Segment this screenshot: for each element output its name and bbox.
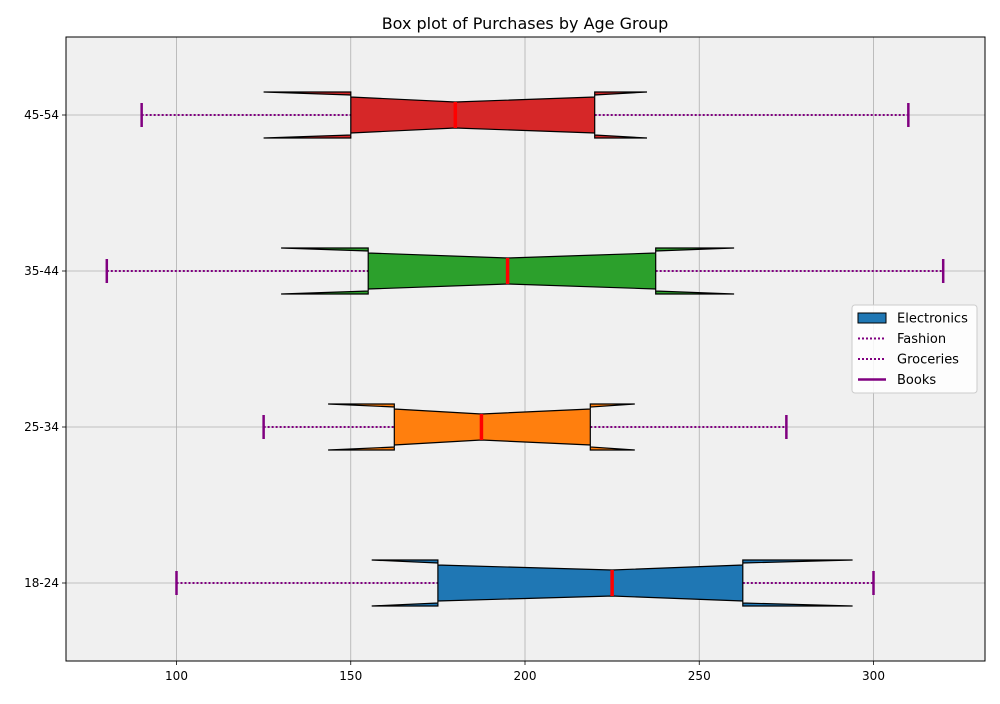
box-45-54 [140,91,910,139]
axes: 100 150 200 250 300 18-24 25-34 35-44 45-54 [24,108,885,683]
box-18-24 [175,559,875,607]
box-series [105,91,945,607]
x-tick-label: 200 [514,669,537,683]
box-25-34 [262,403,788,451]
y-tick-label: 18-24 [24,576,59,590]
y-tick-label: 35-44 [24,264,59,278]
x-tick-label: 150 [339,669,362,683]
legend-label: Fashion [897,332,946,347]
legend-entry: Fashion [858,332,946,347]
legend-entry: Electronics [857,312,968,327]
plot-area [66,37,985,661]
legend-frame [851,304,978,394]
legend-entry: Books [858,373,936,388]
legend: Electronics Fashion Groceries Books [851,304,978,394]
legend-label: Electronics [897,312,968,327]
legend-label: Groceries [897,353,959,368]
legend-label: Books [897,373,936,388]
chart-title: Box plot of Purchases by Age Group [382,14,669,33]
legend-swatch [857,312,887,324]
plot-frame [65,36,986,662]
x-tick-label: 250 [688,669,711,683]
box-35-44 [105,247,945,295]
y-tick-label: 45-54 [24,108,59,122]
legend-entry: Groceries [858,353,959,368]
y-tick-label: 25-34 [24,420,59,434]
x-tick-label: 100 [165,669,188,683]
x-tick-label: 300 [862,669,885,683]
